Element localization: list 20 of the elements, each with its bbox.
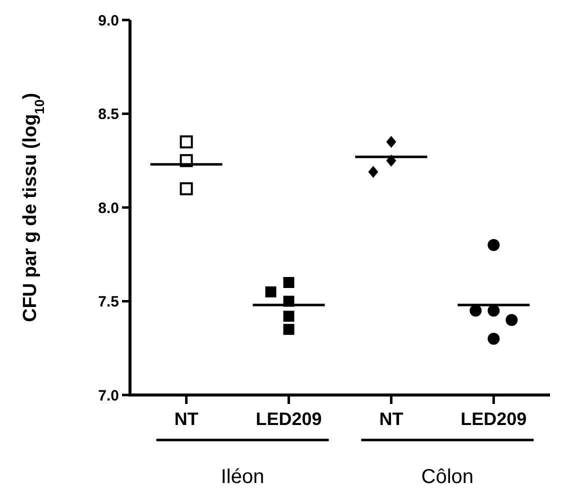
y-tick-label: 7.0	[98, 387, 119, 404]
point	[180, 135, 193, 148]
point	[488, 332, 500, 345]
point	[180, 182, 193, 196]
text: Iléon	[220, 466, 264, 488]
x-tick-label: NT	[379, 409, 404, 429]
x-tick-label: NT	[174, 409, 198, 429]
point	[488, 239, 500, 251]
point	[283, 310, 294, 322]
point	[283, 324, 294, 335]
point	[488, 304, 500, 317]
x-tick-label: LED209	[256, 409, 322, 429]
point	[283, 277, 294, 288]
point	[386, 136, 396, 148]
y-tick-label: 7.5	[98, 294, 119, 310]
y-tick-label: 8.0	[98, 200, 119, 217]
y-tick-label: 9.0	[98, 12, 119, 30]
x-tick-label: LED209	[460, 409, 527, 429]
text: Côlon	[421, 466, 474, 488]
y-tick-label: 8.5	[98, 106, 119, 123]
